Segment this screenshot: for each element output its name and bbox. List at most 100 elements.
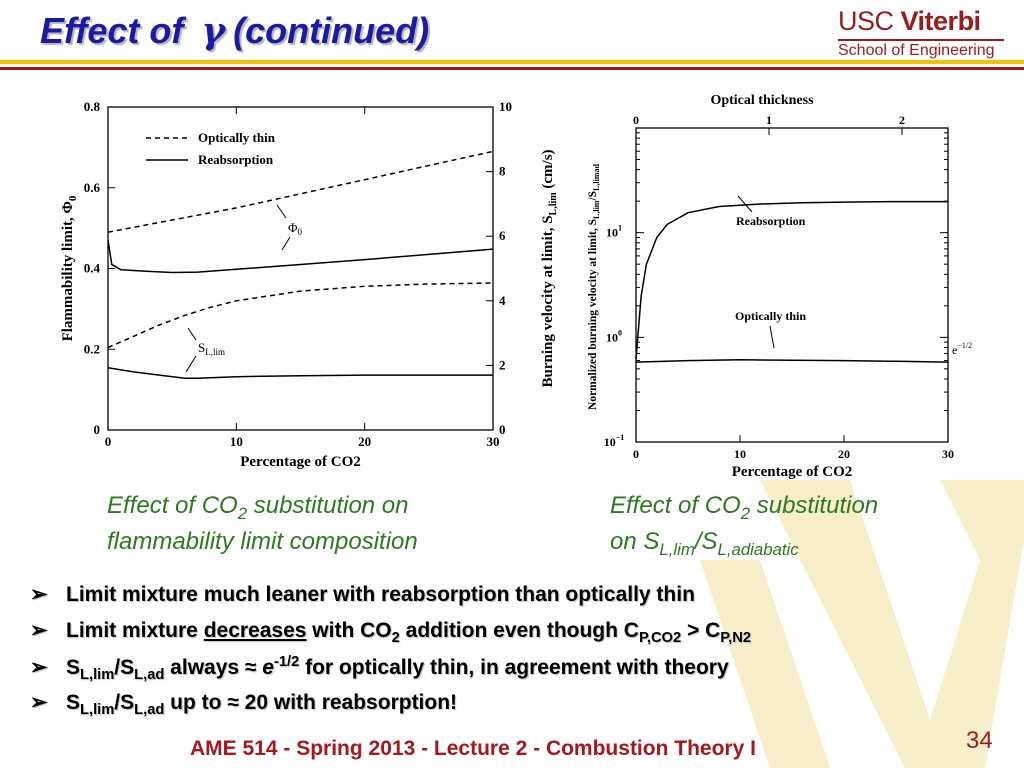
x-axis-label: Percentage of CO2 <box>240 454 361 470</box>
caption-right-text: Effect of CO <box>610 492 741 519</box>
annotation-sllim: SL,lim <box>198 340 225 357</box>
y-right-tick-label: 4 <box>499 293 506 308</box>
y-right-tick-label: 8 <box>499 164 506 179</box>
header-rule-red <box>0 67 1024 70</box>
plot-frame <box>635 127 949 443</box>
bullet-arrow-icon: ➢ <box>30 656 48 679</box>
y-left-tick-label: 0.6 <box>84 180 101 195</box>
bullet-4-text: up to ≈ 20 with reabsorption! <box>164 691 458 714</box>
bullet-2-sub2: P,CO2 <box>638 630 682 647</box>
bullet-3-slash: /S <box>114 656 135 679</box>
bullet-3-text: always ≈ <box>164 656 263 679</box>
y-right-tick-label: 2 <box>499 357 506 372</box>
bullet-2-text4: > C <box>681 619 721 642</box>
bullet-2-underlined: decreases <box>203 619 307 642</box>
y-tick-label: 101 <box>606 224 622 240</box>
caption-left-text2: substitution on <box>247 492 409 519</box>
title-suffix: (continued) <box>233 10 430 51</box>
bullet-2-text2: with CO <box>306 619 392 642</box>
chart-title: Optical thickness <box>710 93 814 108</box>
top-tick-label: 0 <box>633 113 639 127</box>
bullet-4-slash: /S <box>114 691 135 714</box>
slide-title: Effect of γ (continued) <box>40 10 429 52</box>
annotation-arrow <box>281 236 291 251</box>
y-left-axis-label: Flammability limit, Φ0 <box>60 195 79 341</box>
bullet-3-s: S <box>66 656 81 679</box>
plot-frame <box>107 106 494 431</box>
top-tick-label: 1 <box>766 113 772 127</box>
bullet-3-sub1: L,lim <box>80 667 115 684</box>
series-line-2 <box>107 282 494 349</box>
y-tick-label: 100 <box>606 328 622 344</box>
x-tick-label: 10 <box>230 434 243 449</box>
caption-right-line2b: /S <box>694 527 718 555</box>
x-tick-label: 30 <box>487 434 500 449</box>
bullet-arrow-icon: ➢ <box>30 619 48 642</box>
x-tick-label: 0 <box>105 434 112 449</box>
y-right-tick-label: 0 <box>499 422 506 437</box>
x-tick-label: 30 <box>942 447 954 461</box>
bullet-2-text: Limit mixture <box>66 619 204 642</box>
bullet-2-sub1: 2 <box>391 630 400 647</box>
bullet-arrow-icon: ➢ <box>30 583 48 606</box>
bullet-4: ➢ SL,lim/SL,ad up to ≈ 20 with reabsorpti… <box>30 690 457 718</box>
bullet-2-text3: addition even though C <box>399 619 639 642</box>
annotation-phi0: Φ0 <box>288 220 303 237</box>
series-line-3 <box>107 366 493 380</box>
annotation-arrow <box>187 327 197 341</box>
y-right-tick-label: 6 <box>499 228 506 243</box>
bullet-4-sub1: L,lim <box>80 702 115 719</box>
caption-left-line2: flammability limit composition <box>107 527 418 555</box>
annotation-optically-thin: Optically thin <box>735 309 806 323</box>
y-right-axis-label: Burning velocity at limit, SL,lim (cm/s) <box>540 149 559 387</box>
annotation-e-half: e−1/2 <box>952 341 972 357</box>
caption-right-sub2: L,lim <box>659 539 695 559</box>
bullet-3-text2: for optically thin, in agreement with th… <box>299 656 729 679</box>
bullet-3-sub2: L,ad <box>134 667 165 684</box>
caption-right-sub3: L,adiabatic <box>717 539 799 559</box>
y-tick-label: 10−1 <box>604 433 625 449</box>
y-left-tick-label: 0.8 <box>84 99 101 114</box>
caption-left-sub: 2 <box>237 503 248 523</box>
y-left-tick-label: 0.4 <box>84 261 101 276</box>
bullet-4-s: S <box>66 691 81 714</box>
annotation-arrow <box>769 325 775 349</box>
caption-right-line2a: on S <box>610 527 660 555</box>
bullet-4-sub2: L,ad <box>134 702 165 719</box>
logo-viterbi: Viterbi <box>900 6 982 36</box>
series-line-0 <box>107 150 494 233</box>
x-tick-label: 20 <box>358 434 371 449</box>
caption-left-text: Effect of CO <box>107 492 238 519</box>
x-axis-label: Percentage of CO2 <box>732 464 853 480</box>
y-axis-label: Normalized burning velocity at limit, SL… <box>587 163 601 410</box>
annotation-arrow <box>276 204 287 219</box>
x-tick-label: 20 <box>838 447 850 461</box>
bullet-2: ➢ Limit mixture decreases with CO2 additi… <box>30 618 751 646</box>
footer-text: AME 514 - Spring 2013 - Lecture 2 - Comb… <box>190 737 756 760</box>
caption-right: Effect of CO2 substitution on SL,lim/SL,… <box>610 492 878 564</box>
series-line-1 <box>635 359 949 363</box>
bullet-2-sub3: P,N2 <box>720 630 752 647</box>
annotation-arrow <box>185 355 197 373</box>
bullet-1: ➢ Limit mixture much leaner with reabsorp… <box>30 582 695 607</box>
caption-right-text2: substitution <box>750 492 879 519</box>
bullet-3: ➢ SL,lim/SL,ad always ≈ e-1/2 for optical… <box>30 654 729 683</box>
gamma-symbol: γ <box>201 10 226 52</box>
title-prefix: Effect of <box>40 10 184 51</box>
caption-left: Effect of CO2 substitution on flammabili… <box>107 492 418 556</box>
annotation-reabsorption: Reabsorption <box>736 214 806 228</box>
annotation-arrow <box>737 195 753 213</box>
bullet-1-text: Limit mixture much leaner with reabsorpt… <box>66 583 695 606</box>
bullet-3-sup: -1/2 <box>273 654 300 670</box>
page-number: 34 <box>966 727 993 754</box>
header-rule-gold <box>0 60 1024 64</box>
bullet-arrow-icon: ➢ <box>30 691 48 714</box>
usc-viterbi-logo: USC Viterbi School of Engineering <box>838 6 1004 60</box>
logo-usc: USC <box>838 6 894 36</box>
top-tick-label: 2 <box>899 113 905 127</box>
bullet-3-e: e <box>262 656 274 679</box>
x-tick-label: 10 <box>734 447 746 461</box>
